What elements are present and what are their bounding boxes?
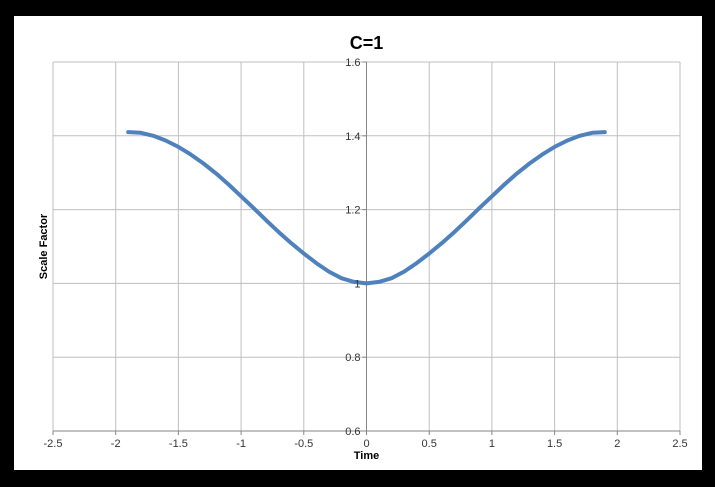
x-tick-label: 2: [614, 438, 620, 450]
chart-svg: -2.5 -2 -1.5 -1 -0.5 0 0.5 1 1.5 2 2.5 0.6 0.8 1 1.2 1…: [38, 33, 688, 462]
y-tick-label: 1: [354, 278, 360, 290]
y-tick-labels: 0.6 0.8 1 1.2 1.4 1.6: [345, 57, 360, 438]
x-tick-label: 1: [489, 438, 495, 450]
x-tick-label: 0: [363, 438, 369, 450]
x-tick-label: 0.5: [422, 438, 437, 450]
axes: [52, 61, 681, 435]
x-axis-title: Time: [354, 450, 379, 462]
chart-frame: -2.5 -2 -1.5 -1 -0.5 0 0.5 1 1.5 2 2.5 0.6 0.8 1 1.2 1…: [14, 16, 702, 470]
y-tick-label: 0.6: [345, 426, 360, 438]
x-tick-label: -1.5: [169, 438, 188, 450]
x-tick-labels: -2.5 -2 -1.5 -1 -0.5 0 0.5 1 1.5 2 2.5: [44, 438, 688, 450]
x-tick-label: -1: [236, 438, 246, 450]
chart-title: C=1: [350, 33, 384, 53]
x-tick-label: 2.5: [672, 438, 687, 450]
x-tick-label: -2: [111, 438, 121, 450]
y-tick-label: 1.4: [345, 131, 360, 143]
x-tick-label: -2.5: [44, 438, 63, 450]
y-axis-title: Scale Factor: [38, 213, 50, 279]
y-tick-label: 0.8: [345, 352, 360, 364]
y-tick-label: 1.6: [345, 57, 360, 69]
x-tick-label: 1.5: [547, 438, 562, 450]
y-tick-label: 1.2: [345, 205, 360, 217]
series-line: [126, 130, 607, 286]
series-layer: [126, 130, 607, 286]
x-tick-label: -0.5: [294, 438, 313, 450]
